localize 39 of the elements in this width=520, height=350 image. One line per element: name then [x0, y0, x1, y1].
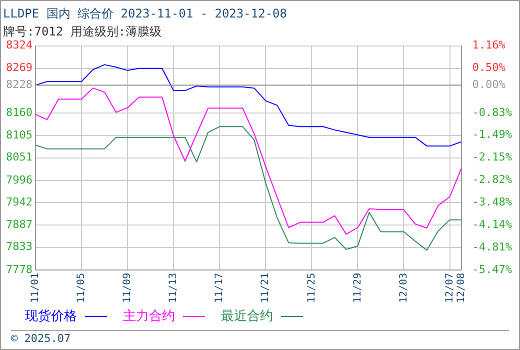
y2-tick-label: -2.15% [472, 150, 512, 164]
y2-tick-label: 0.00% [472, 78, 506, 91]
y2-tick-label: -1.49% [472, 128, 512, 142]
x-tick-label: 12/03 [398, 272, 410, 304]
y-tick-label: 8160 [6, 106, 32, 119]
x-tick-label: 11/13 [168, 272, 180, 304]
x-tick-label: 11/01 [30, 272, 42, 304]
y2-tick-label: -3.48% [472, 195, 512, 208]
y2-tick-label: -5.47% [472, 262, 512, 276]
y-tick-label: 7778 [6, 262, 32, 276]
legend-label: 最近合约 [221, 309, 273, 324]
legend-label: 主力合约 [123, 309, 175, 324]
y2-tick-label: -0.83% [472, 106, 512, 119]
y2-tick-label: 0.50% [472, 60, 506, 74]
y2-tick-label: -4.14% [472, 218, 512, 231]
y-tick-label: 7833 [6, 240, 32, 254]
x-tick-label: 11/29 [352, 272, 364, 304]
y-tick-label: 7942 [6, 195, 32, 208]
y2-tick-label: 1.16% [472, 38, 506, 52]
y-tick-label: 8051 [6, 150, 32, 164]
text: © 2025.07 [11, 332, 71, 345]
y-tick-label: 8324 [6, 38, 33, 52]
x-tick-label: 11/25 [306, 272, 318, 304]
y-tick-label: 8105 [6, 128, 32, 142]
y-tick-label: 8228 [6, 78, 32, 92]
x-tick-label: 11/21 [260, 272, 272, 304]
x-tick-label: 12/07 [444, 272, 456, 304]
x-tick-label: 12/08 [456, 272, 467, 304]
chart-title: LLDPE 国内 综合价 2023-11-01 - 2023-12-08 [3, 6, 287, 20]
x-tick-label: 11/05 [76, 272, 88, 304]
y2-tick-label: -2.82% [472, 173, 512, 186]
y-tick-label: 7996 [6, 173, 32, 186]
x-tick-label: 11/09 [122, 272, 134, 304]
chart-subtitle: 牌号:7012 用途级别:薄膜级 [3, 24, 162, 39]
legend-label: 现货价格 [25, 309, 77, 324]
y-tick-label: 8269 [6, 61, 32, 74]
x-tick-label: 11/17 [214, 272, 226, 304]
y2-tick-label: -4.81% [472, 240, 512, 254]
y-tick-label: 7887 [6, 218, 32, 232]
